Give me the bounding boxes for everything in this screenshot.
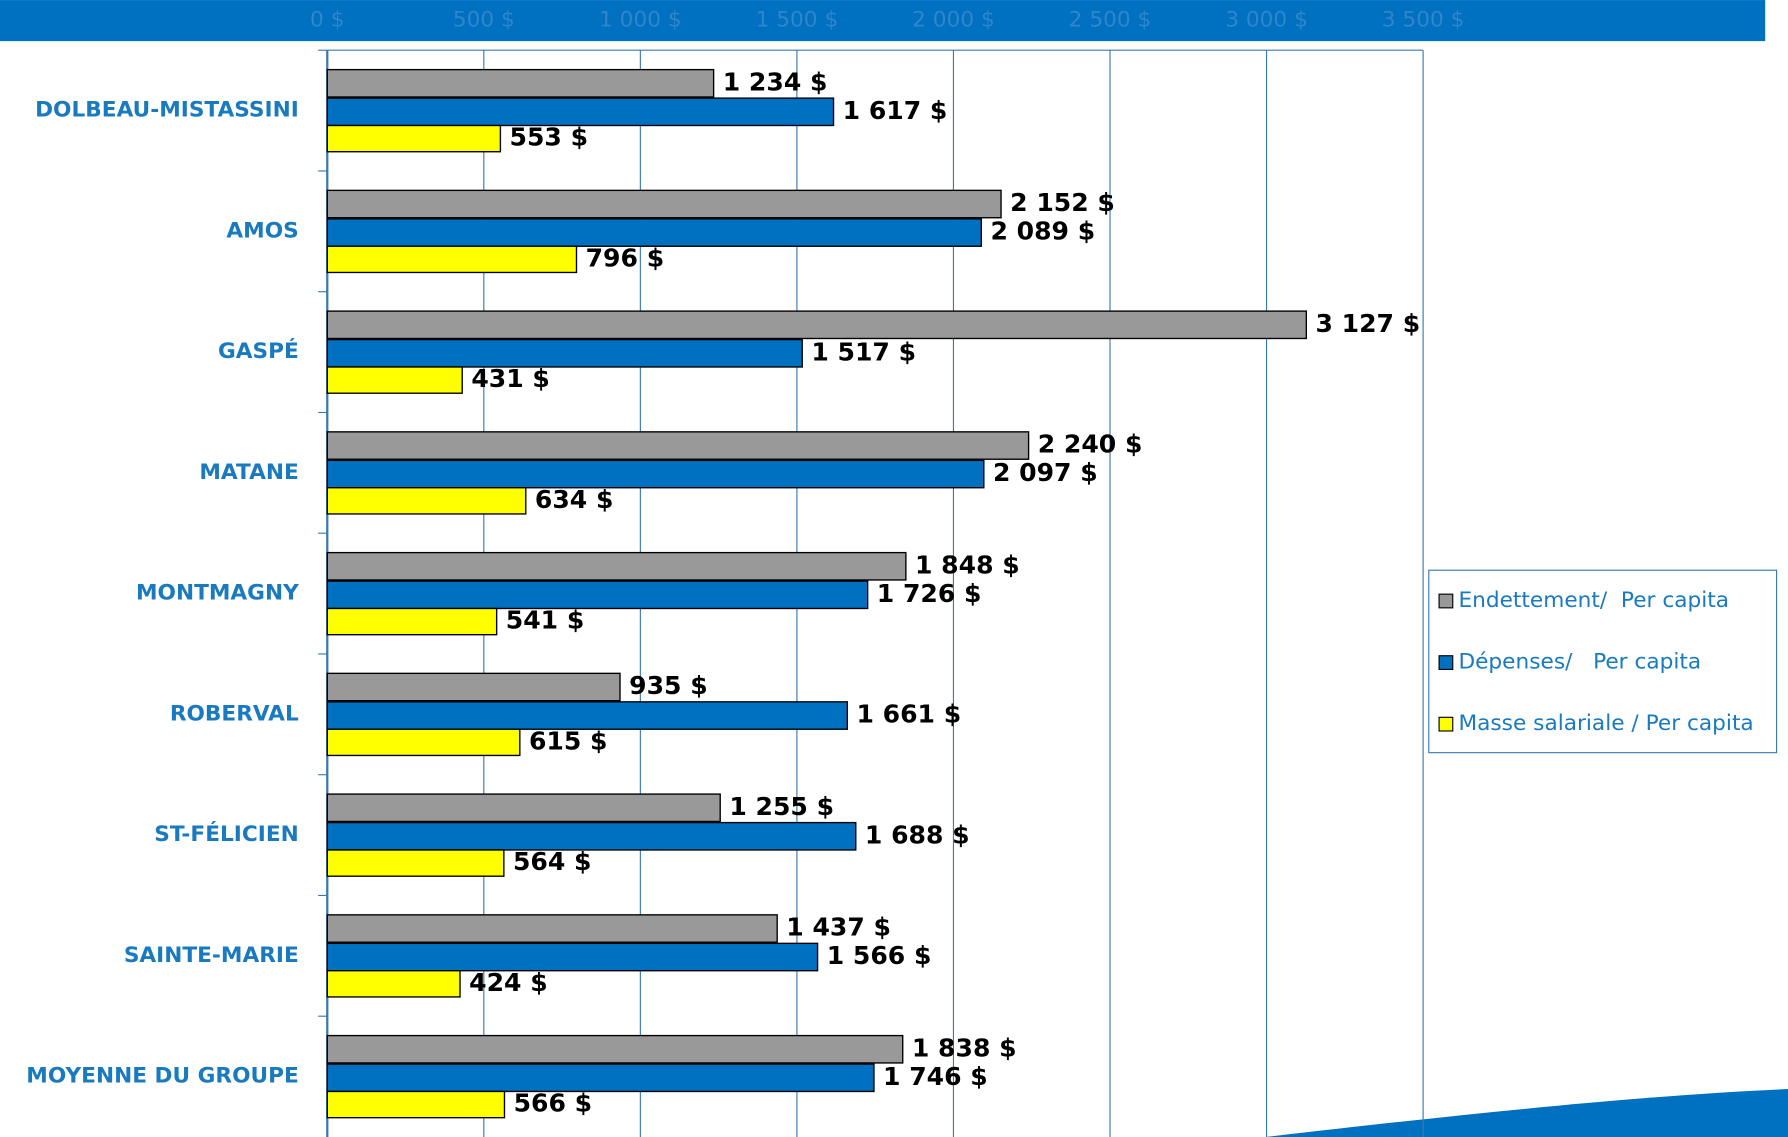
value-label: 2 152 $ — [1010, 188, 1115, 217]
value-label: 541 $ — [506, 606, 585, 635]
value-label: 1 746 $ — [883, 1062, 988, 1091]
bar — [326, 551, 907, 581]
value-label: 1 838 $ — [912, 1033, 1017, 1062]
legend-label: Endettement/ Per capita — [1458, 588, 1729, 613]
swoosh — [1265, 1089, 1788, 1137]
x-tick-label: 2 000 $ — [912, 8, 995, 33]
legend-swatch — [1438, 655, 1454, 670]
header-band — [0, 0, 1766, 42]
bar — [326, 793, 721, 823]
bar — [326, 1063, 875, 1093]
value-label: 1 255 $ — [729, 792, 834, 821]
value-label: 3 127 $ — [1315, 309, 1420, 338]
bar — [326, 487, 527, 515]
bar — [326, 68, 715, 98]
value-label: 424 $ — [469, 968, 548, 997]
y-tick-label: ST-FÉLICIEN — [154, 821, 299, 847]
bar — [326, 701, 849, 730]
bar — [326, 1090, 506, 1119]
bar — [326, 607, 498, 636]
legend-label: Dépenses/ Per capita — [1458, 650, 1701, 675]
bar — [326, 245, 578, 274]
bar — [326, 218, 983, 247]
y-tick-label: MOYENNE DU GROUPE — [26, 1064, 298, 1089]
x-tick-label: 1 000 $ — [599, 8, 682, 33]
bar — [326, 431, 1030, 460]
bar — [326, 1034, 904, 1064]
value-label: 566 $ — [514, 1089, 593, 1118]
bar — [326, 97, 835, 127]
value-label: 615 $ — [529, 726, 608, 755]
value-label: 1 234 $ — [723, 67, 828, 96]
bar — [326, 970, 461, 998]
legend-swatch — [1438, 593, 1454, 609]
value-label: 564 $ — [513, 847, 592, 876]
x-tick-label: 3 000 $ — [1225, 8, 1308, 33]
bar — [326, 366, 463, 394]
value-label: 1 688 $ — [865, 820, 970, 849]
y-tick-label: SAINTE-MARIE — [124, 943, 299, 968]
value-label: 1 661 $ — [856, 700, 961, 729]
x-tick-label: 3 500 $ — [1382, 8, 1465, 33]
value-label: 2 240 $ — [1038, 430, 1143, 459]
bar — [326, 459, 985, 489]
x-tick-label: 0 $ — [310, 8, 344, 33]
y-tick-label: DOLBEAU-MISTASSINI — [35, 98, 299, 123]
value-label: 431 $ — [471, 364, 550, 393]
y-tick-label: GASPÉ — [218, 338, 299, 364]
y-tick-label: AMOS — [226, 218, 298, 243]
bar — [326, 189, 1002, 219]
y-tick-label: MONTMAGNY — [136, 581, 299, 606]
x-tick-label: 500 $ — [453, 8, 515, 33]
bar — [326, 580, 869, 610]
bar — [326, 672, 621, 702]
value-label: 1 566 $ — [827, 941, 932, 970]
value-label: 1 437 $ — [786, 913, 891, 942]
value-label: 634 $ — [535, 485, 614, 514]
value-label: 935 $ — [629, 671, 708, 700]
legend-box — [1428, 569, 1778, 754]
value-label: 1 617 $ — [843, 96, 948, 125]
value-label: 2 097 $ — [993, 458, 1098, 487]
value-label: 796 $ — [586, 243, 665, 272]
y-tick-label: ROBERVAL — [170, 701, 299, 726]
value-label: 1 848 $ — [915, 550, 1020, 579]
bar — [326, 914, 778, 943]
bar — [326, 124, 502, 153]
value-label: 1 517 $ — [811, 337, 916, 366]
bar — [326, 338, 803, 368]
value-label: 2 089 $ — [990, 217, 1095, 246]
bar — [326, 728, 521, 757]
bar — [326, 942, 819, 972]
y-tick-label: MATANE — [199, 460, 298, 485]
x-tick-label: 2 500 $ — [1069, 8, 1152, 33]
x-tick-label: 1 500 $ — [756, 8, 839, 33]
bar — [326, 310, 1308, 340]
bar — [326, 821, 857, 851]
legend-label: Masse salariale / Per capita — [1458, 711, 1753, 736]
legend-swatch — [1438, 716, 1454, 732]
bar — [326, 849, 505, 877]
value-label: 1 726 $ — [877, 579, 982, 608]
value-label: 553 $ — [510, 123, 589, 152]
